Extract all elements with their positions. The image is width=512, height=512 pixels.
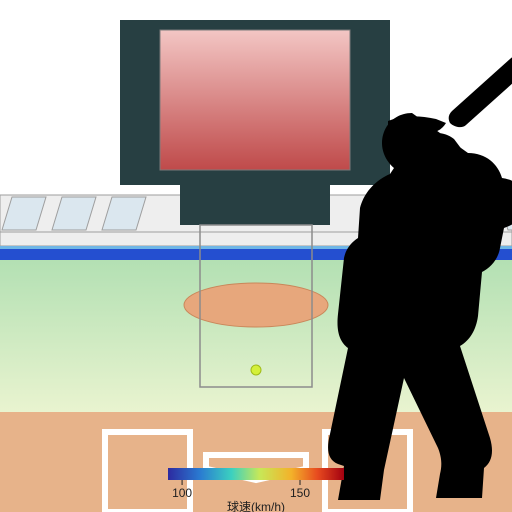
speed-legend-label: 球速(km/h) — [227, 500, 285, 512]
speed-legend-tick-label: 150 — [290, 486, 310, 500]
pitch-marker — [251, 365, 261, 375]
scoreboard-screen — [160, 30, 350, 170]
speed-legend-tick-label: 100 — [172, 486, 192, 500]
strike-zone-diagram: 100 150 球速(km/h) — [0, 0, 512, 512]
pitchers-mound — [184, 283, 328, 327]
scoreboard-base — [180, 185, 330, 225]
speed-legend-bar — [168, 468, 344, 480]
